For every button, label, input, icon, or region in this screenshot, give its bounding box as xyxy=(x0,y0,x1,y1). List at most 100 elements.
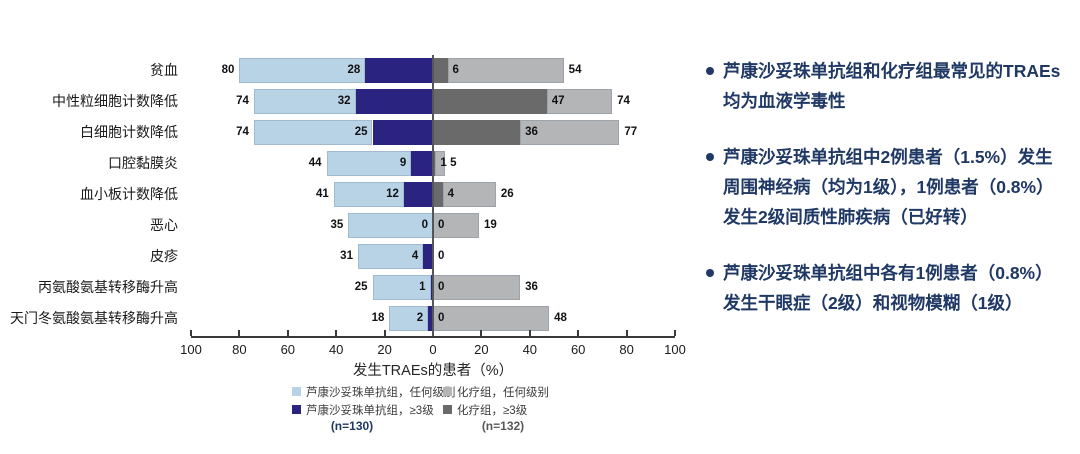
x-axis-line xyxy=(191,336,675,338)
axis-tick xyxy=(577,330,580,336)
bullet-icon xyxy=(706,67,714,75)
value-label-right-grade3plus: 6 xyxy=(452,64,459,76)
axis-tick xyxy=(190,330,192,336)
value-label-right-any: 74 xyxy=(617,95,630,107)
legend-label: 芦康沙妥珠单抗组，≥3级 xyxy=(306,404,434,417)
bar-right-any-grade xyxy=(442,182,496,207)
category-label: 皮疹 xyxy=(150,248,178,264)
bar-left-any-grade xyxy=(326,151,412,176)
axis-tick xyxy=(674,330,676,336)
bar-left-any-grade xyxy=(372,275,431,300)
category-label: 丙氨酸氨基转移酶升高 xyxy=(38,279,178,295)
value-label-left-any: 31 xyxy=(340,250,353,262)
axis-tick-label: 100 xyxy=(664,342,686,357)
bar-right-grade3plus xyxy=(433,151,436,176)
value-label-left-any: 44 xyxy=(308,157,322,169)
bar-left-any-grade xyxy=(253,120,373,145)
bar-left-grade3plus xyxy=(403,182,433,207)
axis-tick xyxy=(528,330,531,336)
axis-tick-label: 40 xyxy=(522,342,538,357)
value-label-left-any: 25 xyxy=(354,281,368,293)
value-label-left-grade3plus: 9 xyxy=(399,157,407,169)
axis-tick-label: 60 xyxy=(280,342,296,357)
axis-tick xyxy=(480,330,483,336)
value-label-left-grade3plus: 1 xyxy=(419,281,426,293)
axis-tick-label: 60 xyxy=(570,342,586,357)
value-label-left-grade3plus: 2 xyxy=(416,312,424,324)
category-label: 血小板计数降低 xyxy=(80,186,178,202)
legend-item-chemo-anygrade: 化疗组，任何级别 xyxy=(443,385,549,399)
legend-label: 芦康沙妥珠单抗组，任何级别 xyxy=(306,386,456,399)
bar-left-grade3plus xyxy=(411,151,433,176)
legend-label: 化疗组，任何级别 xyxy=(457,386,549,399)
bar-right-any-grade xyxy=(447,58,564,83)
axis-tick xyxy=(286,330,289,336)
value-label-left-grade3plus: 12 xyxy=(386,188,399,200)
value-label-right-any: 54 xyxy=(568,64,582,76)
value-label-left-grade3plus: 32 xyxy=(337,95,351,107)
legend-label: 化疗组，≥3级 xyxy=(457,404,528,417)
value-label-right-grade3plus: 4 xyxy=(447,188,455,200)
n-count-chemo: (n=132) xyxy=(481,419,525,433)
axis-tick-label: 0 xyxy=(429,342,437,357)
bar-right-grade3plus xyxy=(433,182,443,207)
value-label-left-grade3plus: 25 xyxy=(354,126,368,138)
category-label: 中性粒细胞计数降低 xyxy=(52,93,178,109)
bar-left-grade3plus xyxy=(355,89,433,114)
bar-right-any-grade xyxy=(435,151,446,176)
value-label-right-grade3plus: 0 xyxy=(438,281,445,293)
bar-right-any-grade xyxy=(520,120,620,145)
bar-left-grade3plus xyxy=(423,244,433,269)
traes-tornado-chart: 贫血 80 28 6 54 中性粒细胞计数降低 74 32 47 74 白细胞计数降低 74 25 36 7… xyxy=(10,55,686,433)
bar-left-any-grade xyxy=(333,182,404,207)
value-label-left-grade3plus: 28 xyxy=(347,64,361,76)
bar-right-any-grade xyxy=(546,89,613,114)
value-label-left-any: 74 xyxy=(236,126,249,138)
bar-right-grade3plus xyxy=(433,120,521,145)
bar-left-grade3plus xyxy=(372,120,433,145)
axis-tick xyxy=(383,330,386,336)
value-label-right-any: 19 xyxy=(483,219,497,231)
legend-item-antibody-anygrade: 芦康沙妥珠单抗组，任何级别 xyxy=(292,385,456,399)
x-axis-title: 发生TRAEs的患者（%） xyxy=(352,363,514,379)
value-label-right-grade3plus: 0 xyxy=(438,250,445,262)
value-label-right-grade3plus: 1 xyxy=(440,157,447,169)
axis-tick xyxy=(335,330,338,336)
bar-right-any-grade xyxy=(433,306,550,331)
bar-right-any-grade xyxy=(433,275,521,300)
value-label-left-any: 35 xyxy=(330,219,344,231)
legend-item-antibody-grade3plus: 芦康沙妥珠单抗组，≥3级 xyxy=(292,403,434,417)
category-label: 口腔黏膜炎 xyxy=(108,155,178,171)
axis-tick-label: 80 xyxy=(619,342,634,357)
n-count-antibody: (n=130) xyxy=(330,419,374,433)
bar-right-grade3plus xyxy=(433,89,547,114)
bullet-text: 芦康沙妥珠单抗组中各有1例患者（0.8%）发生干眼症（2级）和视物模糊（1级） xyxy=(723,263,1053,313)
value-label-right-any: 77 xyxy=(624,126,638,138)
bullet-item: 芦康沙妥珠单抗组和化疗组最常见的TRAEs均为血液学毒性 xyxy=(706,56,1068,116)
value-label-right-grade3plus: 47 xyxy=(551,95,565,107)
value-label-left-grade3plus: 0 xyxy=(421,219,428,231)
value-label-left-any: 80 xyxy=(221,64,235,76)
value-label-right-any: 5 xyxy=(450,157,457,169)
bar-right-grade3plus xyxy=(433,58,448,83)
axis-tick-label: 40 xyxy=(328,342,344,357)
value-label-right-any: 48 xyxy=(554,312,567,324)
axis-tick-label: 80 xyxy=(232,342,247,357)
bar-left-grade3plus xyxy=(428,306,433,331)
value-label-right-grade3plus: 0 xyxy=(438,219,445,231)
category-label: 恶心 xyxy=(150,217,178,233)
category-label: 天门冬氨酸氨基转移酶升高 xyxy=(10,310,178,326)
bullet-item: 芦康沙妥珠单抗组中2例患者（1.5%）发生周围神经病（均为1级），1例患者（0.… xyxy=(706,142,1068,232)
value-label-right-any: 36 xyxy=(525,281,538,293)
value-label-right-any: 26 xyxy=(500,188,514,200)
bar-left-grade3plus xyxy=(365,58,433,83)
bullet-icon xyxy=(706,269,714,277)
value-label-left-any: 18 xyxy=(371,312,385,324)
zero-line xyxy=(432,55,434,336)
bar-left-any-grade xyxy=(239,58,366,83)
value-label-left-any: 41 xyxy=(315,188,329,200)
legend-swatch-navy-icon xyxy=(292,405,301,414)
value-label-right-grade3plus: 0 xyxy=(438,312,445,324)
axis-tick xyxy=(238,330,241,336)
